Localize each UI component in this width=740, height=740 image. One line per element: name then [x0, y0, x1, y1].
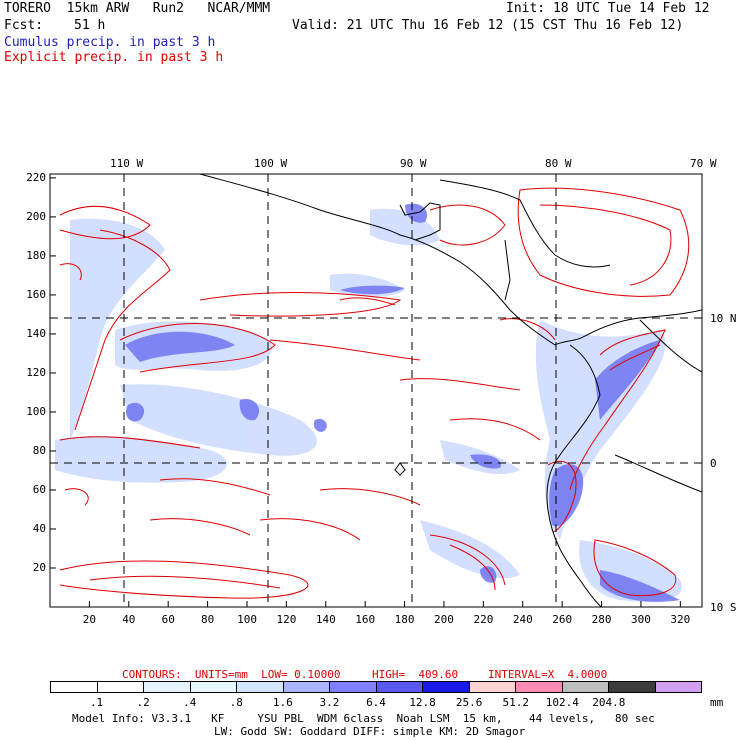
lon-label-70w: 70 W [690, 157, 717, 170]
legend-label: 3.2 [319, 696, 340, 709]
x-tick-label: 200 [434, 613, 454, 626]
y-tick-label: 200 [26, 209, 47, 223]
legend-swatch [237, 682, 284, 692]
legend-label: .2 [136, 696, 150, 709]
map-frame [49, 173, 703, 608]
x-tick-label: 320 [670, 613, 691, 626]
x-tick-label: 120 [276, 613, 297, 626]
legend-swatch [330, 682, 377, 692]
legend-swatch [562, 682, 609, 692]
lat-label-0: 0 [710, 457, 717, 470]
x-tick-label: 240 [512, 613, 533, 626]
y-tick-label: 20 [32, 560, 47, 574]
contours-high: HIGH= 409.60 [372, 668, 459, 681]
legend-swatch [51, 682, 98, 692]
model-physics: LW: Godd SW: Goddard DIFF: simple KM: 2D… [214, 725, 526, 738]
x-tick-label: 40 [122, 613, 136, 626]
legend-label: .8 [229, 696, 243, 709]
legend-swatch [190, 682, 237, 692]
precip-color-scale [50, 681, 702, 693]
legend-label: 25.6 [455, 696, 483, 709]
x-tick-label: 280 [591, 613, 612, 626]
y-tick-label: 180 [26, 248, 47, 262]
legend-label: 6.4 [366, 696, 386, 709]
legend-swatch [97, 682, 144, 692]
x-tick-label: 220 [473, 613, 494, 626]
x-tick-label: 60 [161, 613, 175, 626]
lon-label-90w: 90 W [400, 157, 427, 170]
axis-ticks [50, 177, 681, 607]
legend-swatch [283, 682, 330, 692]
y-tick-label: 60 [32, 482, 47, 496]
legend-label: 204.8 [592, 696, 626, 709]
valid-time: Valid: 21 UTC Thu 16 Feb 12 (15 CST Thu … [292, 18, 684, 33]
legend-label: .1 [89, 696, 104, 709]
forecast-hour: 51 h [74, 18, 106, 33]
coastlines [199, 174, 702, 607]
x-tick-label: 20 [82, 613, 97, 626]
lon-label-80w: 80 W [545, 157, 572, 170]
y-tick-label: 220 [26, 170, 47, 184]
legend-label: .4 [183, 696, 197, 709]
legend-label: 1.6 [272, 696, 293, 709]
y-tick-label: 100 [26, 404, 47, 418]
legend-swatch [609, 682, 656, 692]
legend-swatch [423, 682, 470, 692]
legend-swatch [516, 682, 563, 692]
y-tick-label: 40 [32, 521, 47, 535]
cumulus-precip-label: Cumulus precip. in past 3 h [4, 35, 216, 50]
x-tick-label: 100 [237, 613, 257, 626]
y-tick-label: 160 [26, 287, 47, 301]
x-tick-label: 160 [355, 613, 376, 626]
legend-swatch [376, 682, 423, 692]
model-info: Model Info: V3.3.1 KF YSU PBL WDM 6class… [72, 712, 655, 725]
lon-label-110w: 110 W [110, 157, 144, 170]
legend-label: 51.2 [502, 696, 529, 709]
forecast-label: Fcst: [4, 18, 44, 33]
explicit-precip-label: Explicit precip. in past 3 h [4, 50, 224, 65]
y-tick-label: 120 [26, 365, 47, 379]
legend-swatch [469, 682, 516, 692]
x-tick-label: 80 [200, 613, 215, 626]
y-tick-label: 80 [32, 443, 47, 457]
legend-label: 102.4 [545, 696, 579, 709]
contours-interval: INTERVAL=X 4.0000 [488, 668, 608, 681]
legend-swatch [655, 682, 701, 692]
legend-swatch [144, 682, 191, 692]
model-title: TORERO 15km ARW Run2 NCAR/MMM [4, 1, 271, 16]
x-tick-label: 140 [315, 613, 336, 626]
legend-unit: mm [710, 696, 724, 709]
x-tick-label: 260 [552, 613, 573, 626]
explicit-precip-contours [59, 187, 690, 599]
x-tick-label: 180 [394, 613, 415, 626]
lon-label-100w: 100 W [254, 157, 288, 170]
y-tick-label: 140 [26, 326, 47, 340]
lat-label-10n: 10 N [710, 312, 737, 325]
contours-info: CONTOURS: UNITS=mm LOW= 0.10000 [122, 668, 341, 681]
legend-label: 12.8 [409, 696, 436, 709]
graticule [50, 174, 702, 607]
init-time: Init: 18 UTC Tue 14 Feb 12 [506, 1, 710, 16]
x-tick-label: 300 [631, 613, 651, 626]
lat-label-10s: 10 S [710, 601, 737, 614]
